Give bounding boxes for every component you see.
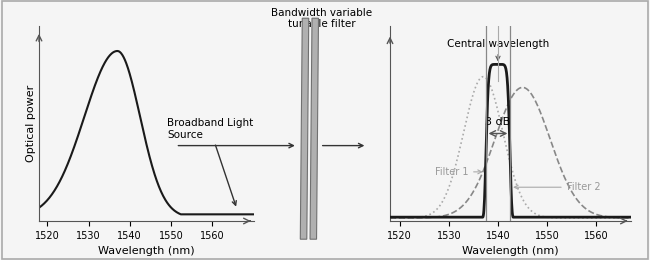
- Text: Bandwidth variable
tunable filter: Bandwidth variable tunable filter: [271, 8, 372, 29]
- X-axis label: Wavelength (nm): Wavelength (nm): [98, 246, 194, 256]
- Text: 3 dB: 3 dB: [486, 117, 511, 127]
- Text: Filter 2: Filter 2: [514, 182, 601, 192]
- X-axis label: Wavelength (nm): Wavelength (nm): [462, 246, 558, 256]
- Text: Broadband Light
Source: Broadband Light Source: [167, 118, 253, 205]
- Text: Filter 1: Filter 1: [435, 167, 482, 177]
- Y-axis label: Optical power: Optical power: [26, 85, 36, 162]
- Text: Central wavelength: Central wavelength: [447, 39, 549, 60]
